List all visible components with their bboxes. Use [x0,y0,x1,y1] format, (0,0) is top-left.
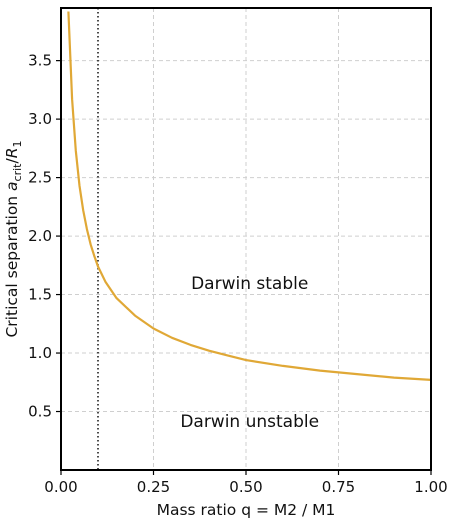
critical-separation-curve [67,11,432,381]
y-axis-label-a: a [3,181,21,191]
y-tick-label: 3.5 [28,52,52,70]
y-tick-label: 2.0 [28,227,52,245]
x-axis-label: Mass ratio q = M2 / M1 [157,501,336,519]
x-tick-label: 0.75 [322,478,355,496]
grid-layer [60,8,432,470]
x-tick-label: 0.50 [229,478,262,496]
y-tick-label: 1.0 [28,344,52,362]
y-axis-label-main: Critical separation [3,191,21,338]
y-tick-label: 1.5 [28,286,52,304]
tick-layer: 0.00 0.25 0.50 0.75 1.00 0.5 1.0 1.5 2.0 2.5 3.0 3.… [28,52,448,496]
y-tick-label: 2.5 [28,169,52,187]
annotation-darwin-unstable: Darwin unstable [180,412,319,432]
y-axis-label-a-sub: crit [11,163,24,182]
y-tick-label: 0.5 [28,403,52,421]
y-axis-label-slash: / [3,157,21,163]
annotation-darwin-stable: Darwin stable [191,274,308,294]
x-tick-label: 1.00 [414,478,447,496]
y-axis-label-r: R [3,147,21,158]
y-axis-label: Critical separation acrit/R1 [3,140,24,337]
y-tick-label: 3.0 [28,110,52,128]
annotation-layer: Darwin stable Darwin unstable [180,274,319,432]
series-layer [67,11,432,381]
x-tick-label: 0.00 [44,478,77,496]
x-tick-label: 0.25 [137,478,170,496]
y-axis-label-r-sub: 1 [11,140,24,147]
